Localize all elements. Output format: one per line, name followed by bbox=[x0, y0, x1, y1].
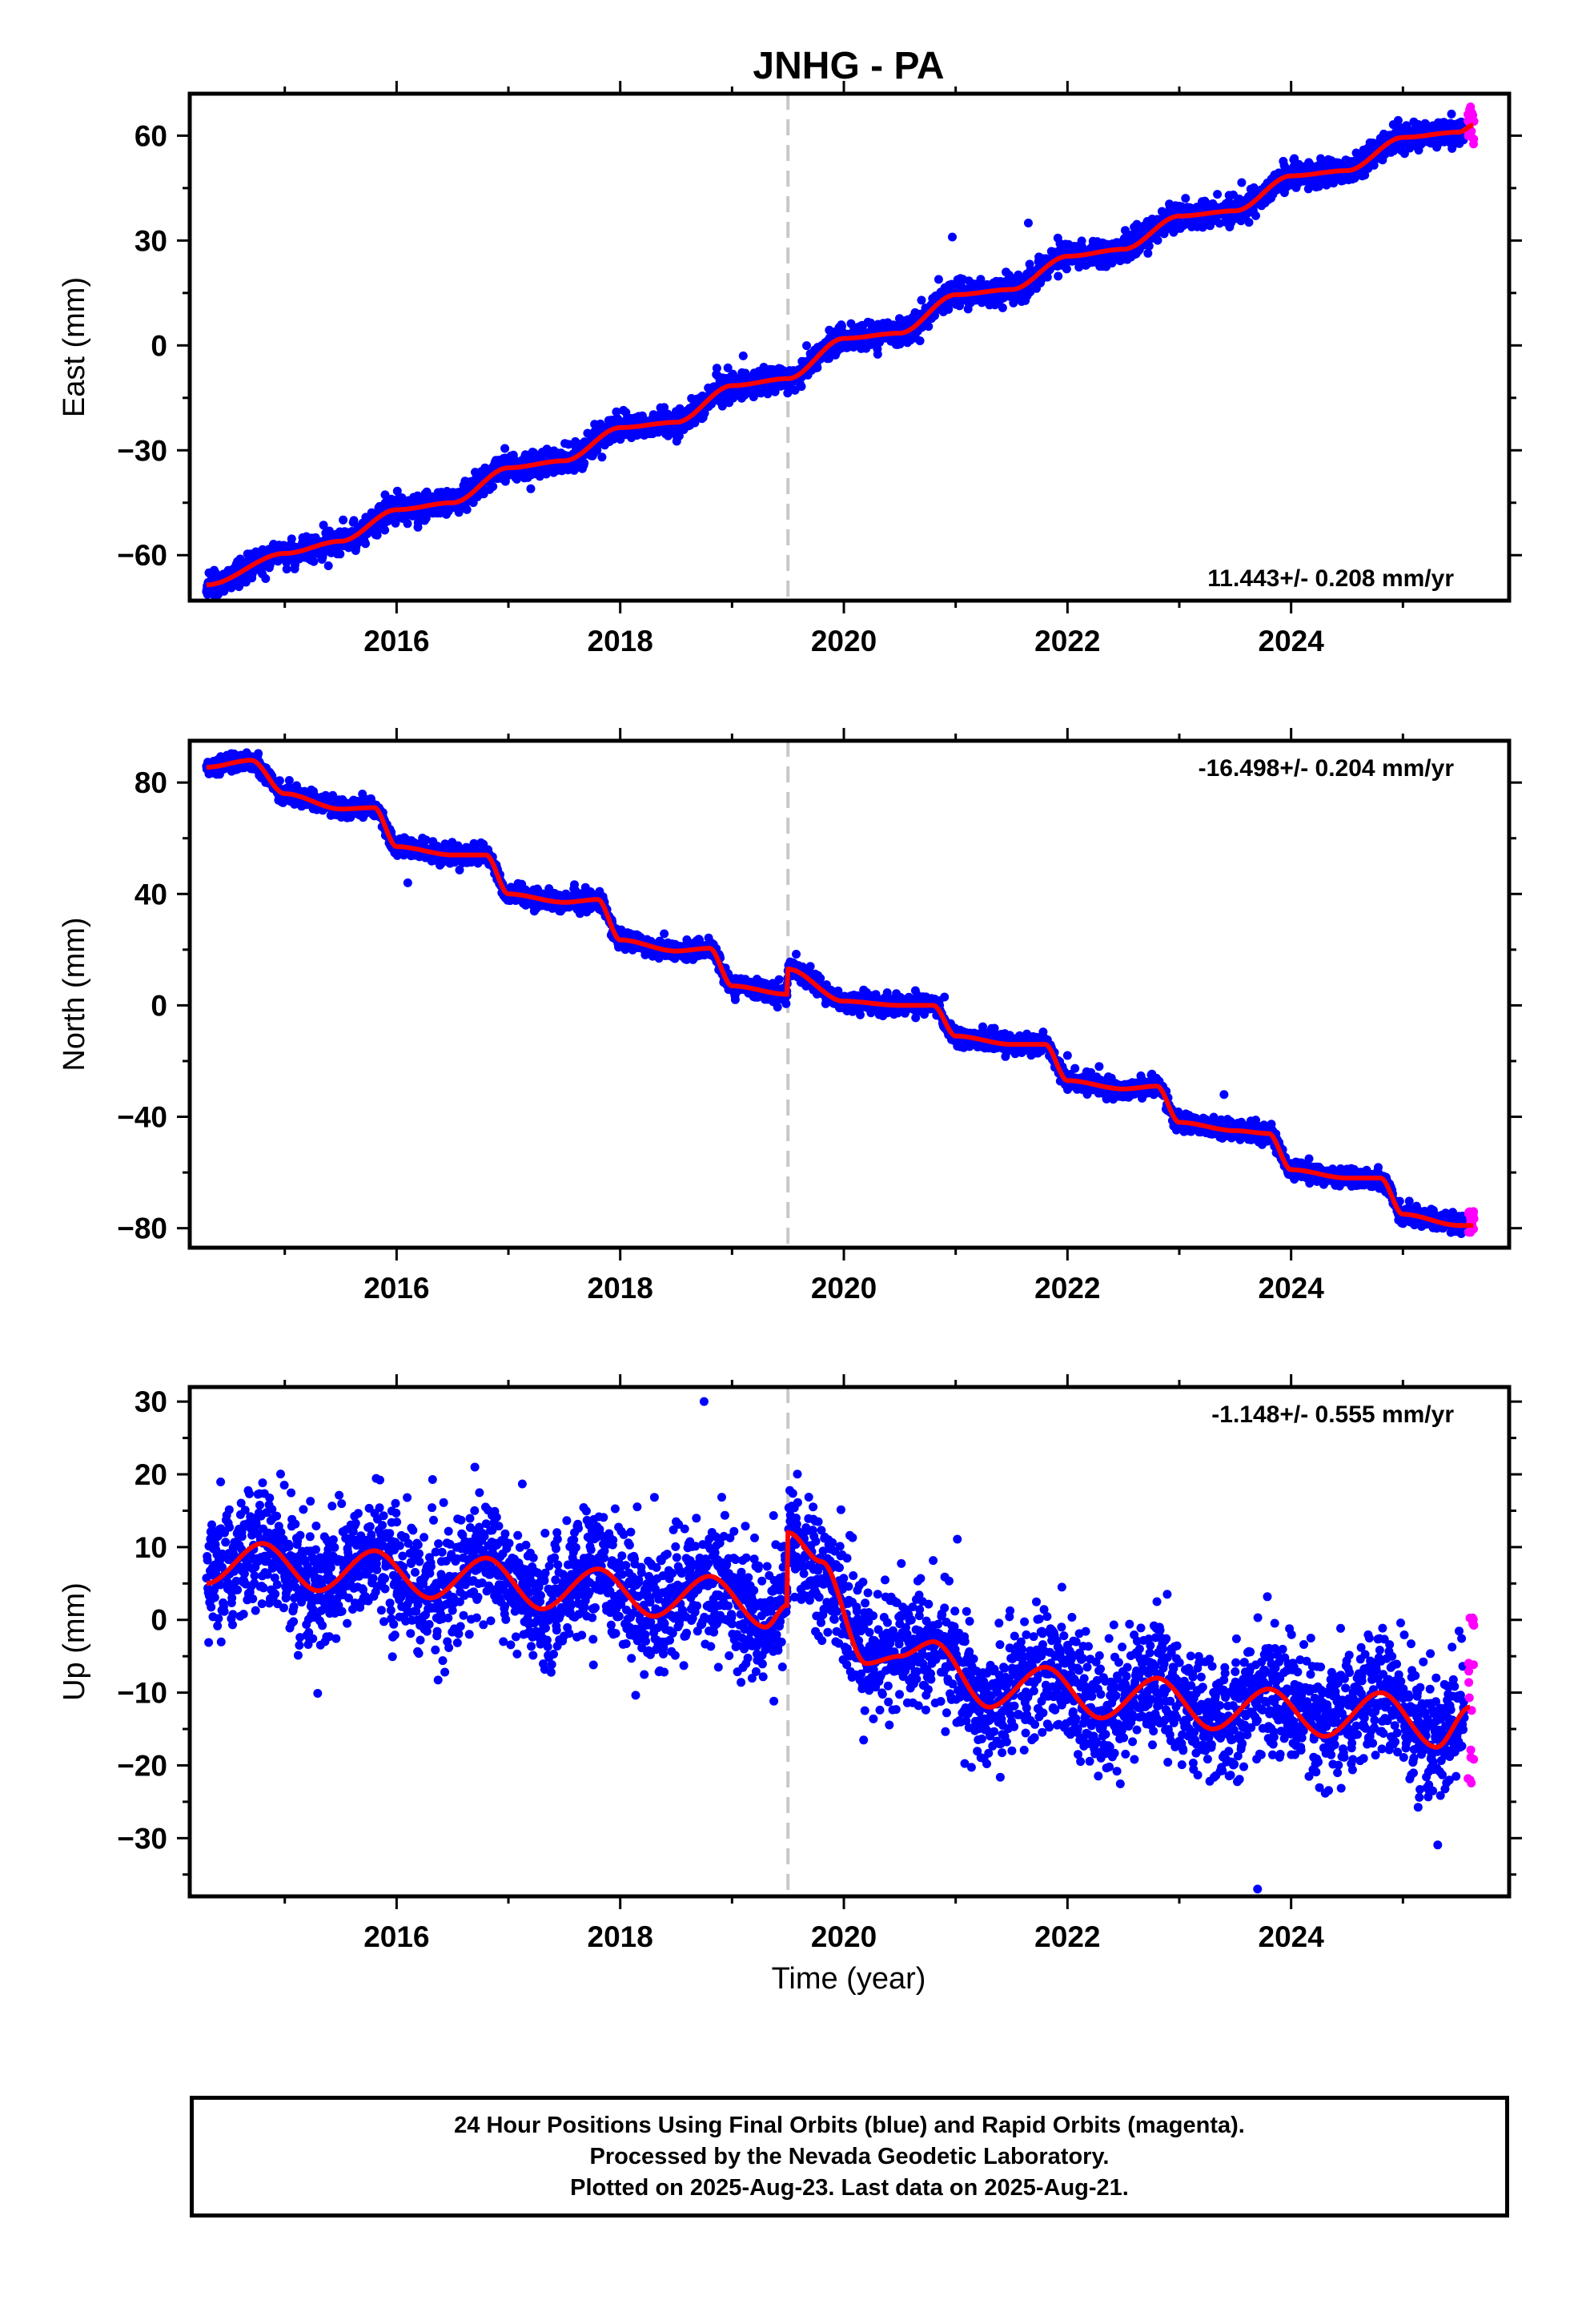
y-tick-label: 0 bbox=[151, 329, 167, 362]
final-point bbox=[361, 539, 370, 549]
final-point bbox=[976, 275, 986, 284]
rapid-point bbox=[1468, 115, 1477, 124]
chart-title: JNHG - PA bbox=[753, 45, 944, 87]
final-point bbox=[1369, 160, 1379, 170]
final-point bbox=[380, 490, 390, 500]
final-point bbox=[1062, 264, 1071, 274]
final-point bbox=[1237, 178, 1247, 187]
final-point bbox=[1153, 235, 1162, 245]
outlier-point bbox=[947, 232, 957, 242]
final-point bbox=[924, 322, 934, 332]
final-point bbox=[284, 776, 294, 785]
outlier-point bbox=[738, 351, 748, 360]
y-tick-label: −60 bbox=[117, 539, 167, 572]
final-point bbox=[944, 304, 954, 314]
outlier-point bbox=[526, 484, 536, 493]
final-point bbox=[597, 452, 607, 462]
final-point bbox=[763, 389, 773, 399]
final-point bbox=[1198, 223, 1207, 232]
final-point bbox=[1144, 241, 1154, 251]
final-point bbox=[564, 440, 573, 449]
final-point bbox=[1251, 211, 1260, 220]
y-tick-label: 30 bbox=[135, 224, 167, 257]
x-tick-label: 2016 bbox=[363, 625, 429, 657]
final-point bbox=[1244, 218, 1254, 227]
final-point bbox=[1054, 271, 1063, 281]
final-point bbox=[1360, 171, 1370, 180]
final-orbit-points bbox=[202, 748, 1469, 1238]
final-point bbox=[712, 364, 721, 373]
final-point bbox=[500, 444, 510, 453]
final-point bbox=[339, 515, 348, 525]
final-point bbox=[391, 518, 400, 528]
final-point bbox=[335, 549, 345, 559]
final-point bbox=[349, 516, 359, 525]
final-point bbox=[254, 749, 263, 758]
y-axis-label: East (mm) bbox=[58, 277, 91, 417]
final-point bbox=[403, 519, 412, 529]
final-point bbox=[1213, 190, 1223, 199]
final-point bbox=[261, 574, 271, 583]
final-point bbox=[462, 505, 472, 514]
rapid-point bbox=[1469, 139, 1478, 149]
final-point bbox=[319, 521, 328, 530]
final-point bbox=[1447, 109, 1456, 119]
final-point bbox=[934, 275, 943, 284]
final-point bbox=[1121, 226, 1130, 235]
y-tick-label: −30 bbox=[117, 434, 167, 467]
final-point bbox=[380, 525, 390, 535]
final-point bbox=[660, 403, 669, 412]
final-point bbox=[797, 382, 806, 392]
final-point bbox=[1042, 272, 1052, 282]
final-point bbox=[664, 431, 673, 440]
y-tick-label: 60 bbox=[135, 119, 167, 152]
final-point bbox=[1143, 248, 1153, 258]
final-point bbox=[309, 557, 319, 566]
final-point bbox=[374, 525, 383, 534]
final-point bbox=[873, 349, 882, 359]
x-tick-label: 2022 bbox=[1034, 625, 1100, 657]
panels: 2016 2018 2020 2022 2024 −60 −30 0 30 60 East (mm)… bbox=[58, 81, 1522, 1953]
final-point bbox=[287, 534, 296, 544]
rate-annotation: 11.443+/- 0.208 mm/yr bbox=[1207, 565, 1454, 592]
final-point bbox=[323, 561, 333, 570]
outlier-point bbox=[1023, 219, 1033, 228]
final-point bbox=[915, 336, 925, 346]
x-tick-label: 2024 bbox=[1259, 625, 1325, 657]
final-point bbox=[813, 363, 822, 372]
x-tick-label: 2020 bbox=[811, 625, 877, 657]
final-point bbox=[723, 363, 733, 372]
final-point bbox=[488, 482, 498, 491]
final-point bbox=[917, 296, 926, 305]
final-point bbox=[612, 407, 621, 416]
final-point bbox=[998, 303, 1007, 312]
final-point bbox=[275, 776, 284, 786]
final-point bbox=[802, 341, 811, 351]
final-point bbox=[282, 565, 291, 574]
final-point bbox=[674, 431, 684, 440]
final-point bbox=[930, 311, 939, 320]
final-point bbox=[1181, 194, 1191, 203]
final-point bbox=[790, 385, 800, 395]
rapid-point bbox=[1465, 105, 1475, 115]
final-point bbox=[1393, 115, 1403, 125]
panel-east: 2016 2018 2020 2022 2024 −60 −30 0 30 60 East (mm)… bbox=[58, 81, 1522, 657]
final-point bbox=[580, 458, 589, 468]
x-tick-label: 2018 bbox=[588, 625, 653, 657]
